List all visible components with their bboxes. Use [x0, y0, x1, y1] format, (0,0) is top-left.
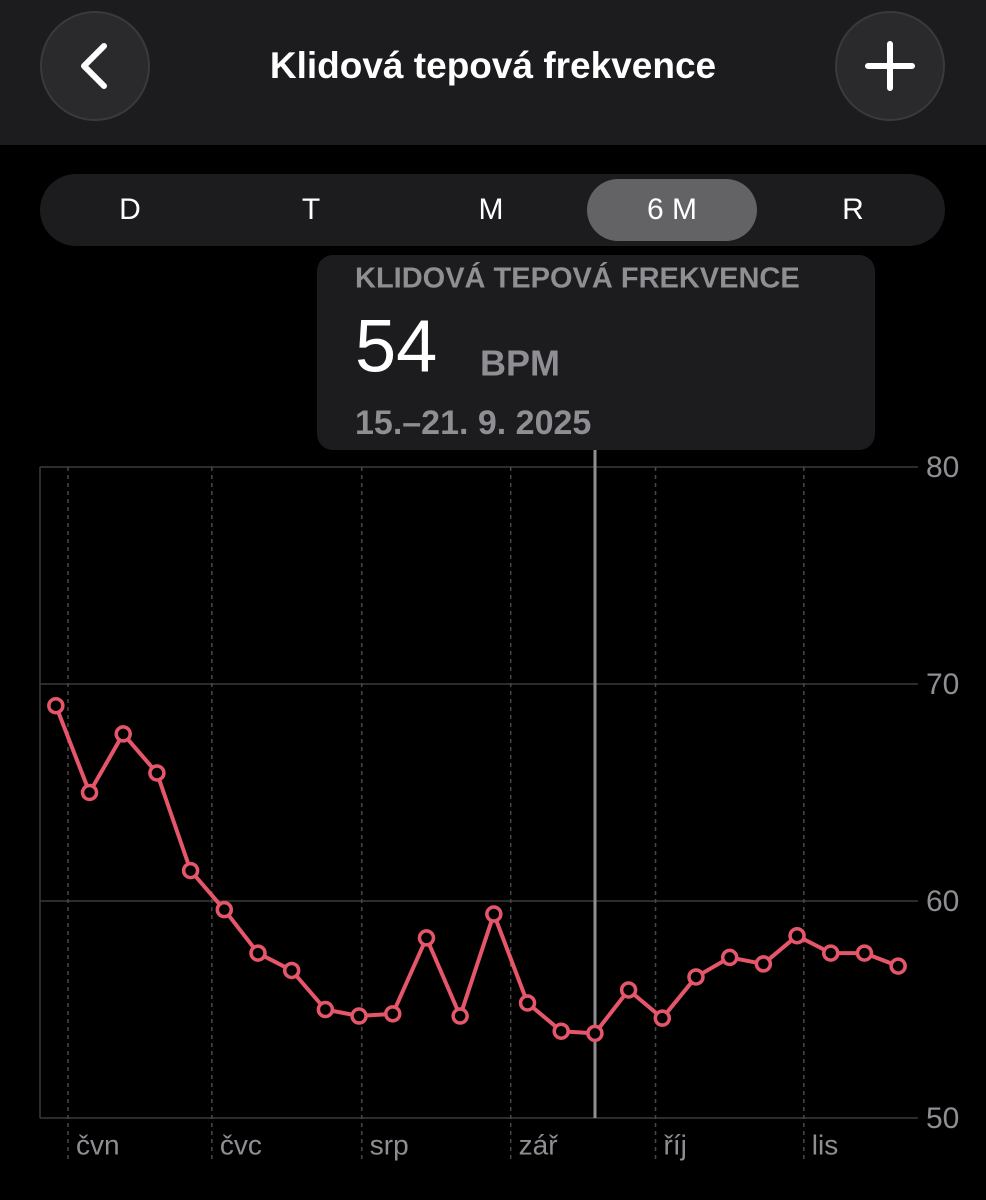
nav-title: Klidová tepová frekvence	[270, 45, 716, 86]
tooltip	[317, 255, 875, 450]
point	[889, 957, 907, 975]
segment-label[interactable]: M	[479, 193, 504, 226]
nav-bar	[0, 0, 986, 145]
point	[754, 955, 773, 973]
point	[417, 929, 436, 947]
segment-label[interactable]: 6 M	[647, 193, 697, 226]
point	[485, 905, 503, 923]
point	[148, 764, 166, 782]
y-tick-label: 60	[926, 885, 959, 918]
point	[384, 1005, 402, 1023]
point	[687, 968, 705, 986]
y-tick-label: 80	[926, 451, 959, 484]
back-icon	[81, 43, 107, 89]
x-tick-label: říj	[664, 1129, 687, 1160]
point	[518, 994, 537, 1012]
back-button[interactable]	[40, 11, 150, 121]
tooltip-value: 54	[355, 305, 437, 388]
point	[855, 944, 874, 962]
tooltip-unit: BPM	[480, 343, 560, 384]
point	[282, 961, 301, 980]
point	[181, 861, 200, 880]
x-tick-label: srp	[370, 1129, 409, 1160]
point	[350, 1007, 368, 1025]
segment-label[interactable]: R	[842, 193, 864, 226]
add-button[interactable]	[835, 11, 945, 121]
point	[80, 783, 99, 802]
y-tick-label: 70	[926, 668, 959, 701]
point	[586, 1024, 604, 1043]
point	[653, 1009, 672, 1027]
point	[788, 926, 806, 945]
point	[619, 981, 638, 999]
segment-label[interactable]: T	[302, 193, 320, 226]
tooltip-label: KLIDOVÁ TEPOVÁ FREKVENCE	[355, 261, 800, 295]
x-tick-label: čvc	[220, 1129, 262, 1160]
point	[552, 1022, 570, 1040]
point	[822, 944, 840, 962]
back-button-bg	[40, 11, 150, 121]
x-tick-label: lis	[812, 1129, 838, 1160]
tooltip-date: 15.–21. 9. 2025	[355, 404, 591, 442]
point	[215, 900, 234, 919]
x-tick-label: zář	[519, 1129, 559, 1160]
segment-selected	[587, 179, 757, 241]
point	[316, 1000, 335, 1019]
add-icon	[865, 41, 915, 91]
segment-label[interactable]: D	[119, 193, 141, 226]
point	[47, 696, 65, 715]
point	[451, 1007, 469, 1025]
x-tick-label: čvn	[76, 1129, 120, 1160]
point	[249, 944, 267, 962]
point	[720, 948, 739, 967]
y-tick-label: 50	[926, 1102, 959, 1135]
point	[114, 725, 132, 743]
